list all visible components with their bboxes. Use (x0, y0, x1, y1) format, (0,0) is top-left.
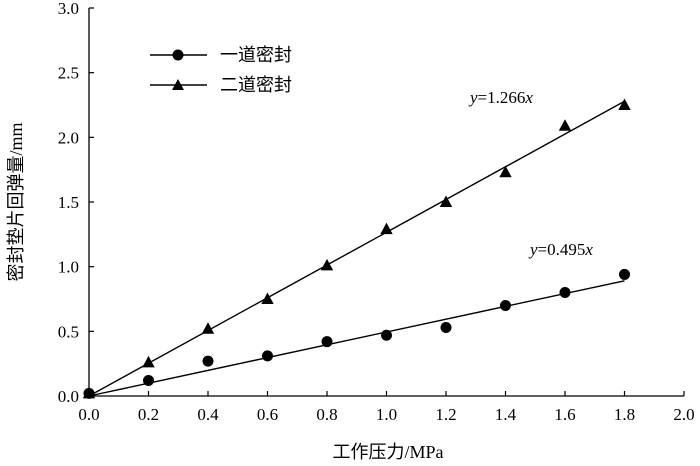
data-point-series-1 (143, 374, 154, 386)
data-point-series-1 (202, 355, 214, 367)
x-tick-label: 1.4 (495, 405, 517, 424)
fit-line-series-1 (88, 280, 625, 397)
data-point-series-2 (499, 165, 512, 178)
y-tick-label: 1.5 (58, 193, 79, 212)
x-tick-label: 0.0 (78, 405, 99, 424)
y-tick-label: 0.5 (58, 322, 79, 341)
data-point-series-2 (261, 292, 274, 304)
y-axis-title: 密封垫片回弹量/mm (6, 122, 26, 281)
x-tick-label: 0.2 (138, 405, 159, 424)
data-point-series-1 (619, 268, 630, 280)
x-ticks: 0.0 0.2 0.4 0.6 0.8 1.0 1.2 1.4 1.6 1.8 2.0 (78, 391, 695, 424)
data-point-series-1 (500, 299, 511, 311)
data-point-series-2 (558, 119, 572, 131)
legend-marker-circle (172, 49, 184, 61)
x-tick-label: 1.0 (376, 405, 397, 424)
x-tick-label: 1.6 (554, 405, 575, 424)
y-tick-label: 0.0 (58, 387, 79, 406)
y-tick-label: 3.0 (58, 0, 79, 18)
x-axis-title: 工作压力/MPa (332, 442, 443, 462)
y-tick-label: 1.0 (58, 258, 79, 277)
data-point-series-1 (559, 287, 571, 299)
data-point-series-2 (201, 322, 215, 334)
data-point-series-2 (142, 355, 155, 368)
fit-lines (88, 100, 625, 397)
data-markers (82, 98, 631, 399)
x-tick-label: 1.2 (435, 405, 456, 424)
legend-label-series-1: 一道密封 (220, 45, 292, 65)
data-point-series-2 (320, 258, 334, 271)
data-point-series-2 (380, 222, 393, 235)
x-tick-label: 1.8 (614, 405, 635, 424)
data-point-series-2 (82, 386, 96, 399)
legend-marker-triangle (172, 79, 184, 90)
x-tick-label: 0.8 (316, 405, 337, 424)
data-point-series-2 (618, 98, 631, 110)
x-tick-label: 0.4 (197, 405, 219, 424)
data-point-series-1 (440, 321, 452, 333)
fit-annotation-series-1: y=0.495x (528, 240, 593, 259)
legend-label-series-2: 二道密封 (220, 75, 292, 95)
data-point-series-2 (439, 195, 453, 207)
data-point-series-1 (381, 329, 392, 341)
x-tick-label: 2.0 (673, 405, 694, 424)
legend: 一道密封 二道密封 (150, 45, 292, 95)
data-point-series-1 (321, 336, 333, 348)
y-ticks: 0.0 0.5 1.0 1.5 2.0 2.5 3.0 (58, 0, 94, 406)
y-tick-label: 2.5 (58, 64, 79, 83)
x-tick-label: 0.6 (257, 405, 278, 424)
y-tick-label: 2.0 (58, 128, 79, 147)
fit-annotation-series-2: y=1.266x (468, 88, 533, 107)
data-point-series-1 (262, 350, 273, 362)
fit-line-series-2 (88, 100, 625, 397)
